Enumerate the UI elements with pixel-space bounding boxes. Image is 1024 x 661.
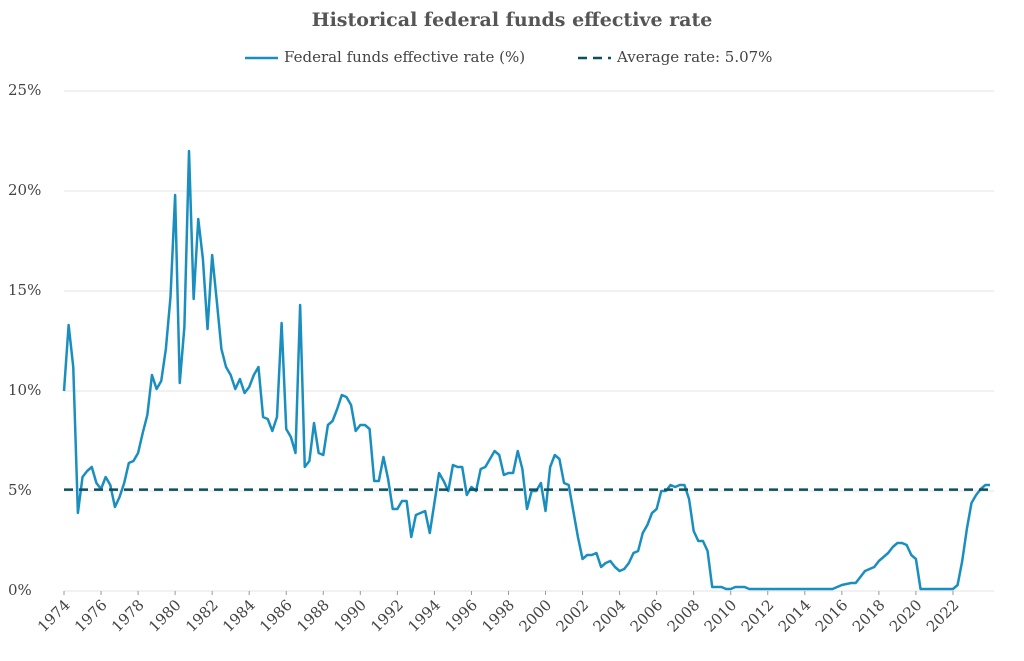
x-tick-label: 1986 [256, 596, 296, 636]
chart-title: Historical federal funds effective rate [312, 9, 713, 31]
x-tick-label: 2002 [552, 596, 592, 636]
x-tick-label: 2012 [738, 596, 778, 636]
x-tick-label: 1996 [441, 596, 481, 636]
x-tick-label: 1978 [108, 596, 148, 636]
legend-label: Federal funds effective rate (%) [284, 48, 525, 66]
x-tick-label: 1988 [293, 596, 333, 636]
y-tick-label: 25% [8, 81, 41, 99]
y-tick-label: 10% [8, 381, 41, 399]
x-tick-label: 1998 [478, 596, 518, 636]
x-tick-label: 2010 [701, 596, 741, 636]
x-tick-label: 1984 [219, 596, 259, 636]
x-tick-label: 1980 [145, 596, 185, 636]
y-tick-label: 15% [8, 281, 41, 299]
x-tick-label: 2020 [886, 596, 926, 636]
x-tick-label: 1976 [71, 596, 111, 636]
data-line [62, 149, 990, 591]
x-tick-label: 1994 [404, 596, 444, 636]
x-tick-label: 1974 [34, 596, 74, 636]
x-tick-label: 2022 [923, 596, 963, 636]
x-tick-label: 2018 [849, 596, 889, 636]
x-tick-label: 2006 [627, 596, 667, 636]
x-tick-label: 2004 [590, 596, 630, 636]
x-tick-label: 1982 [182, 596, 222, 636]
legend-label: Average rate: 5.07% [616, 48, 772, 66]
x-tick-label: 2008 [664, 596, 704, 636]
x-tick-label: 1992 [367, 596, 407, 636]
y-tick-label: 0% [8, 581, 32, 599]
x-tick-label: 2014 [775, 596, 815, 636]
x-tick-label: 2000 [515, 596, 555, 636]
y-tick-label: 5% [8, 481, 32, 499]
x-tick-label: 2016 [812, 596, 852, 636]
x-tick-label: 1990 [330, 596, 370, 636]
y-tick-label: 20% [8, 181, 41, 199]
